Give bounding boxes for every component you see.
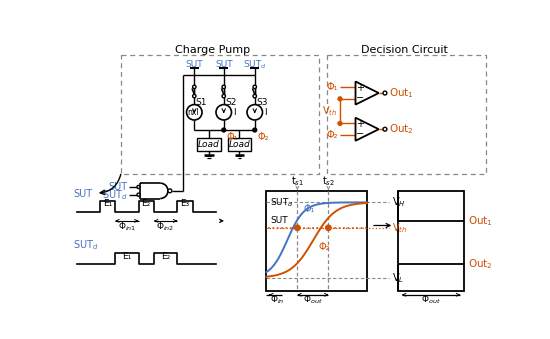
FancyArrowPatch shape <box>100 174 121 195</box>
Circle shape <box>192 95 196 98</box>
Circle shape <box>222 128 225 132</box>
Text: −: − <box>356 129 364 139</box>
Text: Out$_1$: Out$_1$ <box>389 86 414 100</box>
Text: +: + <box>356 83 364 93</box>
Text: Decision Circuit: Decision Circuit <box>361 45 448 55</box>
Circle shape <box>253 85 256 88</box>
Text: I: I <box>264 108 267 117</box>
Text: S1: S1 <box>196 98 207 107</box>
Circle shape <box>192 85 196 88</box>
Circle shape <box>338 97 342 101</box>
Text: SUT: SUT <box>215 60 233 69</box>
Text: Load: Load <box>228 140 250 149</box>
Circle shape <box>137 185 140 188</box>
Text: E₂: E₂ <box>142 199 151 208</box>
Text: +: + <box>356 119 364 129</box>
Circle shape <box>295 225 300 231</box>
Bar <box>398 191 464 291</box>
Text: SUT$_d$: SUT$_d$ <box>270 197 294 210</box>
Text: Φ₁: Φ₁ <box>226 132 238 142</box>
Bar <box>266 191 367 291</box>
Text: E₁: E₁ <box>122 252 131 261</box>
Text: I: I <box>233 108 236 117</box>
Circle shape <box>253 128 257 132</box>
Text: Charge Pump: Charge Pump <box>174 45 250 55</box>
Text: Φ₁: Φ₁ <box>327 82 338 92</box>
Text: Φ₂: Φ₂ <box>257 132 268 142</box>
Text: Out$_2$: Out$_2$ <box>468 257 493 271</box>
Text: t$_{s2}$: t$_{s2}$ <box>322 175 335 188</box>
Text: V$_{th}$: V$_{th}$ <box>392 221 407 235</box>
Text: Φ$_{out}$: Φ$_{out}$ <box>303 294 323 306</box>
Circle shape <box>222 85 226 88</box>
Circle shape <box>137 193 140 196</box>
Circle shape <box>253 95 256 98</box>
Text: Φ₂: Φ₂ <box>327 130 338 140</box>
Text: SUT: SUT <box>185 60 203 69</box>
Text: t$_{s1}$: t$_{s1}$ <box>291 175 304 188</box>
Circle shape <box>383 127 387 131</box>
Polygon shape <box>355 81 379 105</box>
Text: S2: S2 <box>226 98 236 107</box>
Text: Φ$_{in2}$: Φ$_{in2}$ <box>156 220 175 233</box>
Text: E₂: E₂ <box>161 252 170 261</box>
Text: Out$_1$: Out$_1$ <box>468 214 493 228</box>
Circle shape <box>326 225 331 231</box>
Circle shape <box>186 105 202 120</box>
Text: E₃: E₃ <box>180 199 190 208</box>
Polygon shape <box>355 118 379 141</box>
Text: Out$_2$: Out$_2$ <box>389 122 414 136</box>
Text: SUT$_d$: SUT$_d$ <box>102 188 128 202</box>
Circle shape <box>222 95 226 98</box>
Text: S3: S3 <box>256 98 268 107</box>
Circle shape <box>168 189 172 193</box>
Text: Φ$_{in1}$: Φ$_{in1}$ <box>118 220 136 233</box>
Circle shape <box>247 105 262 120</box>
Text: −: − <box>356 93 364 103</box>
Text: Φ$_{in}$: Φ$_{in}$ <box>270 294 284 306</box>
Bar <box>228 138 251 151</box>
Text: SUT$_d$: SUT$_d$ <box>243 58 267 71</box>
Text: Φ₁: Φ₁ <box>304 203 315 214</box>
Text: V$_L$: V$_L$ <box>392 271 404 285</box>
Text: Φ₂: Φ₂ <box>319 242 330 252</box>
Text: nxI: nxI <box>188 108 199 117</box>
Circle shape <box>216 105 232 120</box>
Text: Φ$_{out}$: Φ$_{out}$ <box>421 294 441 306</box>
Text: Load: Load <box>198 140 220 149</box>
Text: E₁: E₁ <box>103 199 112 208</box>
Circle shape <box>338 121 342 125</box>
Bar <box>327 55 486 174</box>
Text: V$_H$: V$_H$ <box>392 196 405 209</box>
Text: V$_{th}$: V$_{th}$ <box>322 104 338 118</box>
Bar <box>122 55 319 174</box>
Text: SUT$_d$: SUT$_d$ <box>73 238 99 252</box>
Text: SUT: SUT <box>270 217 288 225</box>
Text: SUT: SUT <box>108 182 128 192</box>
Text: SUT: SUT <box>73 189 92 199</box>
Bar <box>197 138 221 151</box>
Circle shape <box>383 91 387 95</box>
